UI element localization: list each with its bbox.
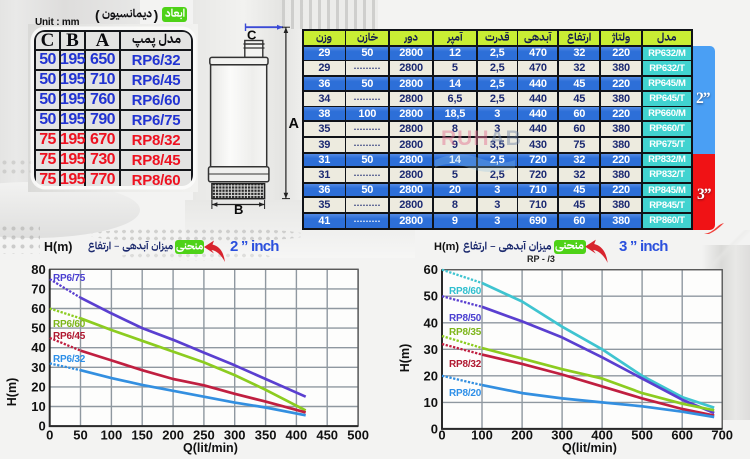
svg-text:700: 700 [711,428,733,443]
svg-text:60: 60 [31,301,45,316]
svg-text:450: 450 [316,428,338,443]
svg-text:400: 400 [286,428,308,443]
svg-text:300: 300 [224,428,246,443]
svg-text:0: 0 [46,428,53,443]
svg-text:60: 60 [424,262,438,277]
svg-text:600: 600 [671,428,693,443]
svg-text:50: 50 [73,428,87,443]
svg-text:50: 50 [31,321,45,336]
svg-text:RP8/60: RP8/60 [449,286,482,297]
svg-text:RP8/35: RP8/35 [449,327,482,338]
svg-text:B: B [234,202,243,216]
svg-text:250: 250 [193,428,215,443]
svg-text:40: 40 [31,340,45,355]
svg-text:RP6/60: RP6/60 [53,319,86,330]
svg-text:C: C [247,28,257,43]
svg-text:30: 30 [31,360,45,375]
svg-text:200: 200 [511,428,533,443]
svg-text:10: 10 [31,399,45,414]
svg-text:A: A [289,116,300,132]
svg-text:500: 500 [631,428,653,443]
svg-text:300: 300 [551,428,573,443]
svg-text:30: 30 [424,342,438,357]
svg-text:350: 350 [255,428,277,443]
svg-text:RP6/32: RP6/32 [53,354,86,365]
svg-text:70: 70 [31,281,45,296]
svg-text:20: 20 [31,379,45,394]
svg-text:RP8/50: RP8/50 [449,313,482,324]
svg-text:200: 200 [162,428,184,443]
svg-text:150: 150 [131,428,153,443]
svg-text:10: 10 [424,395,438,410]
svg-text:0: 0 [431,421,438,436]
svg-text:100: 100 [101,428,123,443]
svg-text:0: 0 [438,428,445,443]
svg-text:0: 0 [38,419,45,434]
svg-text:RP6/45: RP6/45 [53,331,86,342]
svg-text:100: 100 [471,428,493,443]
svg-text:40: 40 [424,315,438,330]
svg-text:80: 80 [31,262,45,277]
svg-text:RP6/75: RP6/75 [53,273,86,284]
svg-text:400: 400 [591,428,613,443]
svg-text:50: 50 [424,289,438,304]
svg-text:500: 500 [347,428,369,443]
svg-text:20: 20 [424,368,438,383]
svg-text:RP8/32: RP8/32 [449,359,482,370]
svg-text:RP8/20: RP8/20 [449,388,482,399]
